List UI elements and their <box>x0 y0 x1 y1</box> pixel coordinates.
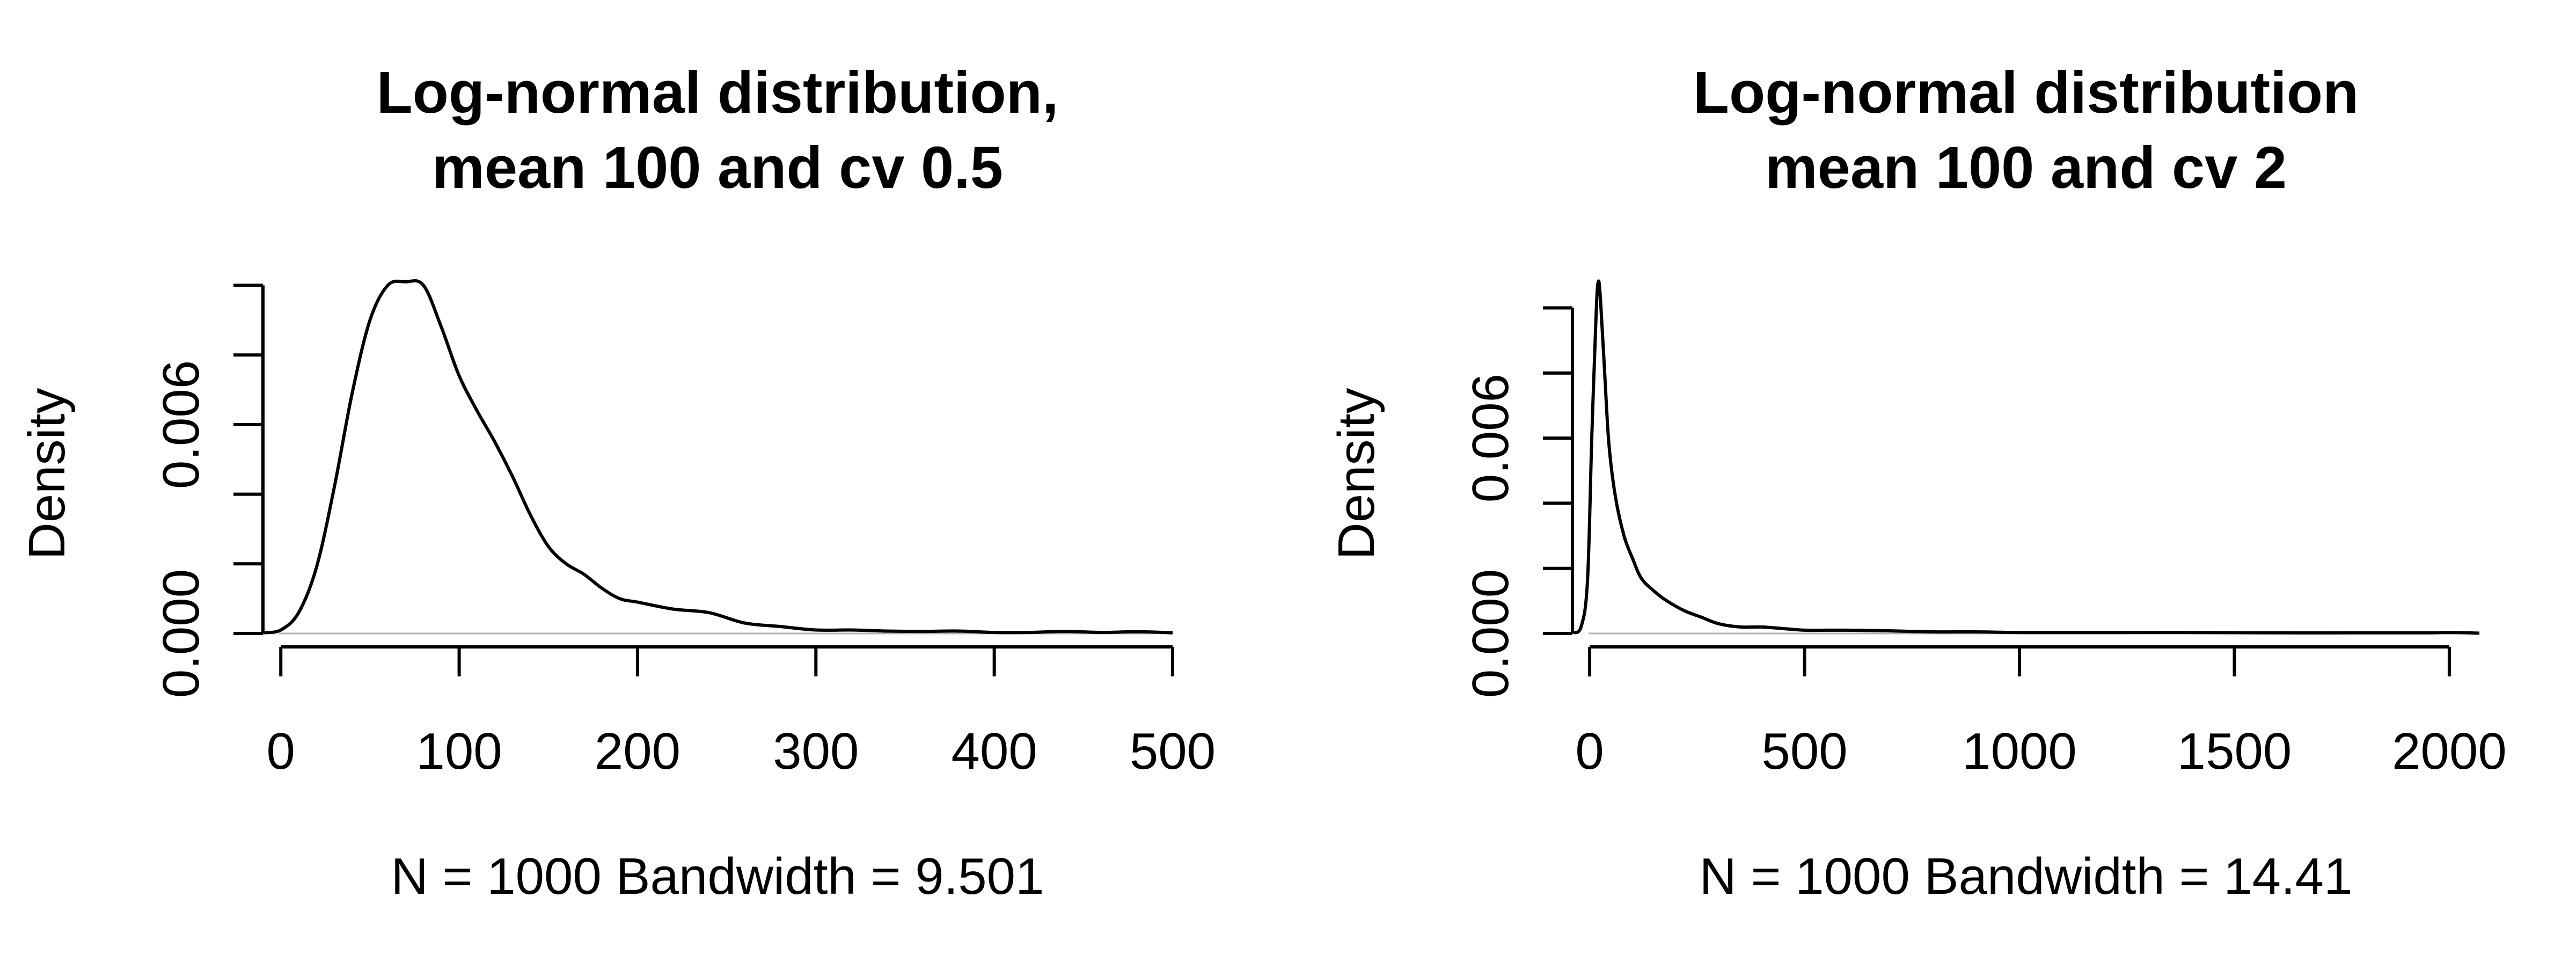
x-tick-label: 0 <box>1575 723 1604 780</box>
x-tick-label: 0 <box>267 723 295 780</box>
x-tick-label: 500 <box>1761 723 1847 780</box>
y-axis-label: Density <box>1328 388 1385 559</box>
chart-title-line: mean 100 and cv 0.5 <box>432 135 1003 201</box>
chart-title-line: Log-normal distribution <box>1693 60 2359 126</box>
y-axis-label: Density <box>18 388 76 559</box>
panel-right: Log-normal distribution mean 100 and cv 2… <box>1328 60 2507 905</box>
x-tick-label: 500 <box>1130 723 1216 780</box>
y-tick-label: 0.006 <box>152 360 210 489</box>
chart-title-line: Log-normal distribution, <box>377 60 1059 126</box>
panel-left: Log-normal distribution, mean 100 and cv … <box>18 60 1216 905</box>
x-tick-label: 400 <box>952 723 1037 780</box>
x-tick-label: 2000 <box>2392 723 2507 780</box>
density-curve <box>1571 279 2480 635</box>
density-curve <box>262 279 1173 635</box>
x-tick-label: 1000 <box>1962 723 2077 780</box>
chart-title-line: mean 100 and cv 2 <box>1765 135 2287 201</box>
y-tick-label: 0.000 <box>152 569 210 698</box>
x-tick-label: 100 <box>416 723 502 780</box>
x-axis-label: N = 1000 Bandwidth = 14.41 <box>1700 848 2353 905</box>
x-axis-label: N = 1000 Bandwidth = 9.501 <box>391 848 1044 905</box>
x-tick-label: 200 <box>595 723 680 780</box>
y-tick-label: 0.000 <box>1462 569 1519 698</box>
x-tick-label: 1500 <box>2177 723 2292 780</box>
y-tick-label: 0.006 <box>1462 374 1519 502</box>
x-tick-label: 300 <box>773 723 859 780</box>
